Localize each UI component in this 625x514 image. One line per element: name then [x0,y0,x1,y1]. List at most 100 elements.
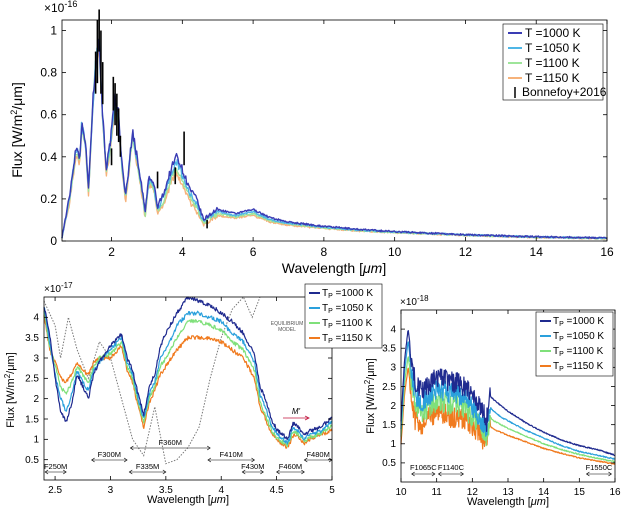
x-tick-label: 15 [574,487,586,498]
filter-arrow-head-left [129,445,134,451]
filter-arrow-head-right [251,457,256,463]
series-line-1 [43,306,333,445]
bl-axes-frame [43,296,333,481]
m-prime-band-label: M' [292,407,301,416]
x-tick-label: 14 [538,487,550,498]
filter-label: F460M [279,462,302,471]
br-legend-label-1050: TP =1050 K [553,331,604,343]
top-x-axis-label: Wavelength [μm] [282,260,386,276]
br-multiplier: ×10-18 [400,294,429,308]
bl-multiplier: ×10-17 [44,281,73,295]
x-tick-label: 2 [108,245,115,259]
x-tick-label: 14 [530,245,544,259]
top-y-axis-label: Flux [W/m2/μm] [9,82,25,178]
bl-filters: F250M F300M F335M F360M F410M F430M F460M F480M [44,438,333,475]
legend-label-1000: T =1000 K [525,26,581,40]
filter-arrow-head-right [162,469,167,475]
y-tick-label: 1.5 [25,414,39,425]
y-tick-label: 4 [390,324,396,335]
y-tick-label: 1.5 [382,420,396,431]
x-tick-label: 16 [609,487,621,498]
br-legend-label-1100: TP =1100 K [553,346,604,358]
equilibrium-label-2: MODEL [278,327,296,333]
br-legend-label-1000: TP =1000 K [553,316,604,328]
legend-label-1050: T =1050 K [525,41,581,55]
x-tick-label: 10 [388,245,402,259]
filter-label: F335M [136,462,159,471]
bl-legend: TP =1000 K TP =1050 K TP =1100 K TP =115… [304,283,383,349]
top-legend: T =1000 K T =1050 K T =1100 K T =1150 K … [502,23,607,101]
bl-legend-label-1100: TP =1100 K [322,318,373,330]
filter-arrow-head-left [44,469,49,475]
series-line-3 [400,367,616,465]
x-tick-label: 5 [329,485,335,496]
br-plot-area [400,330,616,465]
y-tick-label: 4 [33,313,39,324]
filter-label: F410M [220,450,243,459]
y-tick-label: 0.6 [40,108,57,122]
x-tick-label: 4 [218,485,224,496]
filter-arrow-head-left [303,457,308,463]
top-multiplier: ×10-16 [44,0,77,15]
y-tick-label: 3 [33,353,39,364]
x-tick-label: 8 [321,245,328,259]
series-line-3 [43,315,333,449]
y-tick-label: 1 [33,435,39,446]
top-plot-area [61,9,608,241]
br-legend: TP =1000 K TP =1050 K TP =1100 K TP =115… [535,311,614,377]
x-tick-label: 6 [250,245,257,259]
bl-legend-label-1050: TP =1050 K [322,303,373,315]
filter-arrow-head-left [411,471,415,477]
bottom-right-panel: ×10-18 F1065C F1140C F1550C 10 11 12 13 14 15 16… [363,294,621,508]
m-prime-arrow-head [304,415,310,421]
br-x-axis-label: Wavelength [μm] [467,496,549,508]
filter-arrow-head-left [207,457,212,463]
filter-arrow-head-left [276,469,280,475]
top-x-ticks: 2 4 6 8 10 12 14 16 [108,20,614,259]
br-filters: F1065C F1140C F1550C [410,463,613,477]
x-tick-label: 3.5 [159,485,173,496]
filter-arrow-head-right [608,471,612,477]
top-y-ticks: 0 0.2 0.4 0.6 0.8 1 [40,24,607,248]
filter-arrow-head-left [437,471,442,477]
filter-arrow-head-left [128,469,133,475]
filter-arrow-head-left [585,471,590,477]
y-tick-label: 2 [33,394,39,405]
x-tick-label: 4.5 [270,485,284,496]
filter-arrow-head-left [241,469,246,475]
y-tick-label: 2.5 [25,374,39,385]
y-tick-label: 2 [390,401,396,412]
y-tick-label: 3.5 [25,333,39,344]
x-tick-label: 2.5 [48,485,62,496]
y-tick-label: 1 [50,24,57,38]
br-x-ticks: 10 11 12 13 14 15 16 [395,310,621,498]
series-line-2 [43,311,333,448]
filter-arrow-head-right [206,445,211,451]
bl-plot-area [43,296,333,465]
series-line-0 [61,38,607,240]
y-tick-label: 0 [50,234,57,248]
bl-x-axis-label: Wavelength [μm] [147,494,229,506]
y-tick-label: 1 [390,439,396,450]
x-tick-label: 12 [459,245,473,259]
filter-arrow-head-right [301,469,305,475]
filter-label: F360M [159,438,182,447]
y-tick-label: 0.5 [382,458,396,469]
y-tick-label: 0.8 [40,66,57,80]
filter-arrow-head-right [62,469,67,475]
top-panel: ×10-16 2 4 6 8 10 12 14 16 0 0.2 0.4 0.6 0.8 1 Wavel… [9,0,614,276]
x-tick-label: 13 [502,487,514,498]
x-tick-label: 16 [600,245,614,259]
br-y-axis-label: Flux [W/m2/μm] [363,358,377,434]
y-tick-label: 0.2 [40,192,57,206]
filter-label: F430M [241,462,264,471]
legend-label-1150: T =1150 K [525,71,580,85]
y-tick-label: 3 [390,363,396,374]
filter-label: F1065C [410,463,437,472]
bottom-left-panel: ×10-17 F250M F300M F335M F360M F410M F430M F46… [3,281,383,506]
top-axes-frame [61,19,608,242]
filter-label: F300M [98,450,121,459]
bl-legend-label-1150: TP =1150 K [322,333,373,345]
x-tick-label: 4 [179,245,186,259]
filter-arrow-head-right [431,471,436,477]
